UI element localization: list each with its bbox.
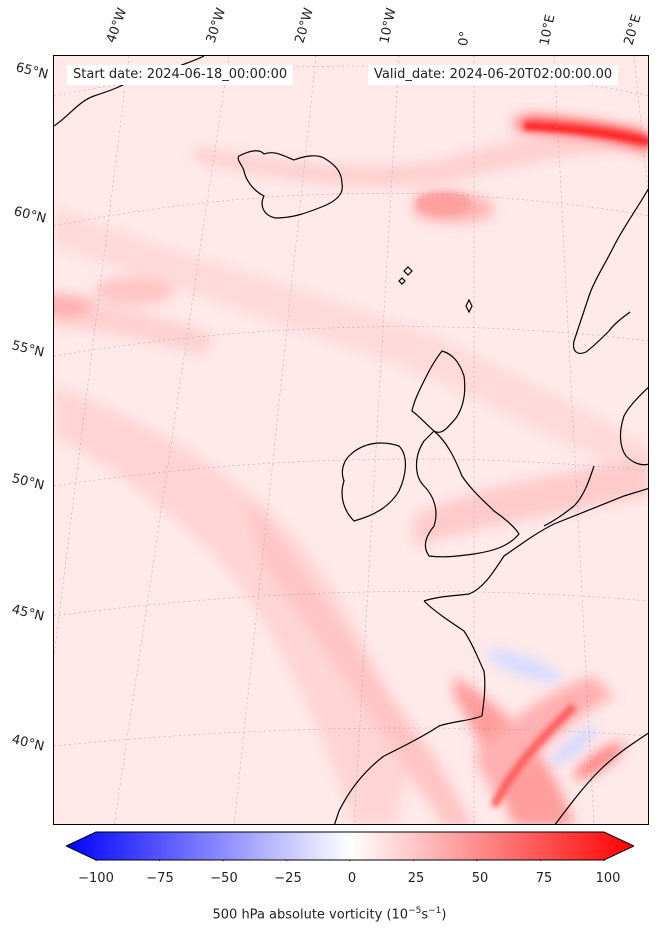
vorticity-field [54,116,648,824]
colorbar-tick: −25 [274,871,302,886]
colorbar-label: 500 hPa absolute vorticity (10−5s−1) [0,906,659,922]
colorbar-tick: 50 [471,871,489,886]
lon-label-20w: 20°W [292,6,317,46]
lon-label-30w: 30°W [203,6,230,45]
colorbar-label-unit: s [421,907,429,923]
colorbar-label-end: ) [441,907,447,923]
coast-shetland [465,298,473,314]
coast-biscay [423,600,486,717]
colorbar-gradient [66,831,634,861]
coast-iberia [334,715,483,824]
colorbar-tick: 25 [407,871,425,886]
colorbar-tick: −100 [78,871,114,886]
lon-label-0: 0° [456,30,474,47]
colorbar-label-text: 500 hPa absolute vorticity (10 [212,907,409,923]
colorbar-label-exp2: −1 [428,906,442,916]
colorbar-tickmarks [95,860,605,861]
lon-label-20e: 20°E [621,12,645,47]
lat-label-60n: 60°N [12,204,48,227]
colorbar-tick: 100 [595,871,621,886]
coast-iberia-east [554,732,648,824]
lat-label-40n: 40°N [10,732,46,755]
vorticity-map [53,55,649,825]
map-canvas [54,56,648,824]
coast-norway [572,188,648,354]
colorbar-tick: 75 [535,871,553,886]
coast-ireland [341,442,406,522]
valid-date-label: Valid_date: 2024-06-20T02:00:00.00 [368,65,619,85]
coast-denmark [619,387,648,466]
coast-england [415,430,520,558]
lat-label-50n: 50°N [10,471,46,494]
vorticity-highlights [416,122,648,808]
coast-netherlands [543,465,595,527]
colorbar [66,831,634,861]
coast-iceland [237,150,343,219]
lat-label-65n: 65°N [14,60,50,83]
coast-france [423,487,648,602]
colorbar-tick: −75 [146,871,174,886]
lat-label-45n: 45°N [10,602,46,625]
colorbar-tick: 0 [347,871,357,886]
lon-label-10w: 10°W [377,6,400,45]
colorbar-tick: −50 [210,871,238,886]
lon-label-40w: 40°W [103,6,131,45]
coastlines [54,56,648,824]
colorbar-label-exp: −5 [408,906,422,916]
lat-label-55n: 55°N [10,338,46,361]
coast-faroes [398,266,413,285]
lon-label-10e: 10°E [537,13,559,48]
start-date-label: Start date: 2024-06-18_00:00:00 [67,65,294,85]
